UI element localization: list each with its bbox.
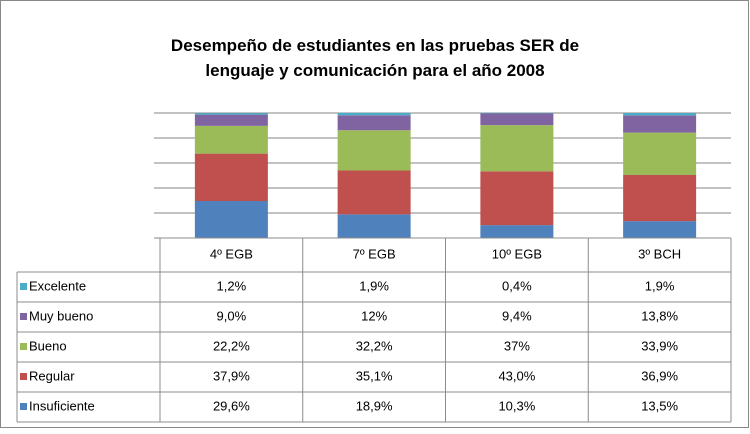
bar-segment bbox=[480, 112, 554, 114]
value-label: 33,9% bbox=[641, 338, 678, 353]
value-label: 10,3% bbox=[498, 398, 535, 413]
bar-segment bbox=[337, 130, 411, 171]
bar-segment bbox=[480, 225, 554, 238]
bar-segment bbox=[623, 113, 697, 116]
bar-segment bbox=[337, 112, 411, 116]
legend-key bbox=[20, 373, 27, 380]
value-label: 0,4% bbox=[502, 278, 532, 293]
bar-segment bbox=[623, 132, 697, 175]
value-label: 22,2% bbox=[213, 338, 250, 353]
value-label: 13,5% bbox=[641, 398, 678, 413]
bar-segment bbox=[337, 214, 411, 238]
bar-segment bbox=[623, 221, 697, 238]
bar-segment bbox=[194, 114, 268, 126]
bar-segment bbox=[194, 113, 268, 115]
legend-label: Excelente bbox=[29, 278, 86, 293]
value-label: 43,0% bbox=[498, 368, 535, 383]
bar-segment bbox=[337, 170, 411, 215]
legend-key bbox=[20, 283, 27, 290]
chart-title: Desempeño de estudiantes en las pruebas … bbox=[171, 36, 579, 80]
legend-label: Muy bueno bbox=[29, 308, 93, 323]
bar-segment bbox=[480, 113, 554, 126]
value-label: 13,8% bbox=[641, 308, 678, 323]
value-label: 36,9% bbox=[641, 368, 678, 383]
bar-segment bbox=[480, 171, 554, 226]
legend-label: Bueno bbox=[29, 338, 67, 353]
bar-segment bbox=[194, 153, 268, 201]
bar-segment bbox=[480, 125, 554, 172]
x-tick-label: 7º EGB bbox=[353, 246, 396, 261]
legend-key bbox=[20, 313, 27, 320]
bar-segment bbox=[623, 175, 697, 222]
legend-key bbox=[20, 343, 27, 350]
value-label: 12% bbox=[361, 308, 387, 323]
bar-segment bbox=[623, 115, 697, 133]
x-tick-label: 3º BCH bbox=[638, 246, 681, 261]
legend-label: Regular bbox=[29, 368, 75, 383]
legend-label: Insuficiente bbox=[29, 398, 95, 413]
value-label: 32,2% bbox=[356, 338, 393, 353]
x-tick-label: 4º EGB bbox=[210, 246, 253, 261]
bar-segment bbox=[194, 125, 268, 154]
value-label: 9,0% bbox=[217, 308, 247, 323]
value-label: 29,6% bbox=[213, 398, 250, 413]
value-label: 1,9% bbox=[645, 278, 675, 293]
value-label: 35,1% bbox=[356, 368, 393, 383]
value-label: 9,4% bbox=[502, 308, 532, 323]
value-label: 37,9% bbox=[213, 368, 250, 383]
value-label: 37% bbox=[504, 338, 530, 353]
bar-segment bbox=[337, 115, 411, 131]
bar-segment bbox=[194, 201, 268, 238]
value-label: 18,9% bbox=[356, 398, 393, 413]
x-tick-label: 10º EGB bbox=[492, 246, 542, 261]
value-label: 1,9% bbox=[359, 278, 389, 293]
value-label: 1,2% bbox=[217, 278, 247, 293]
legend-key bbox=[20, 403, 27, 410]
